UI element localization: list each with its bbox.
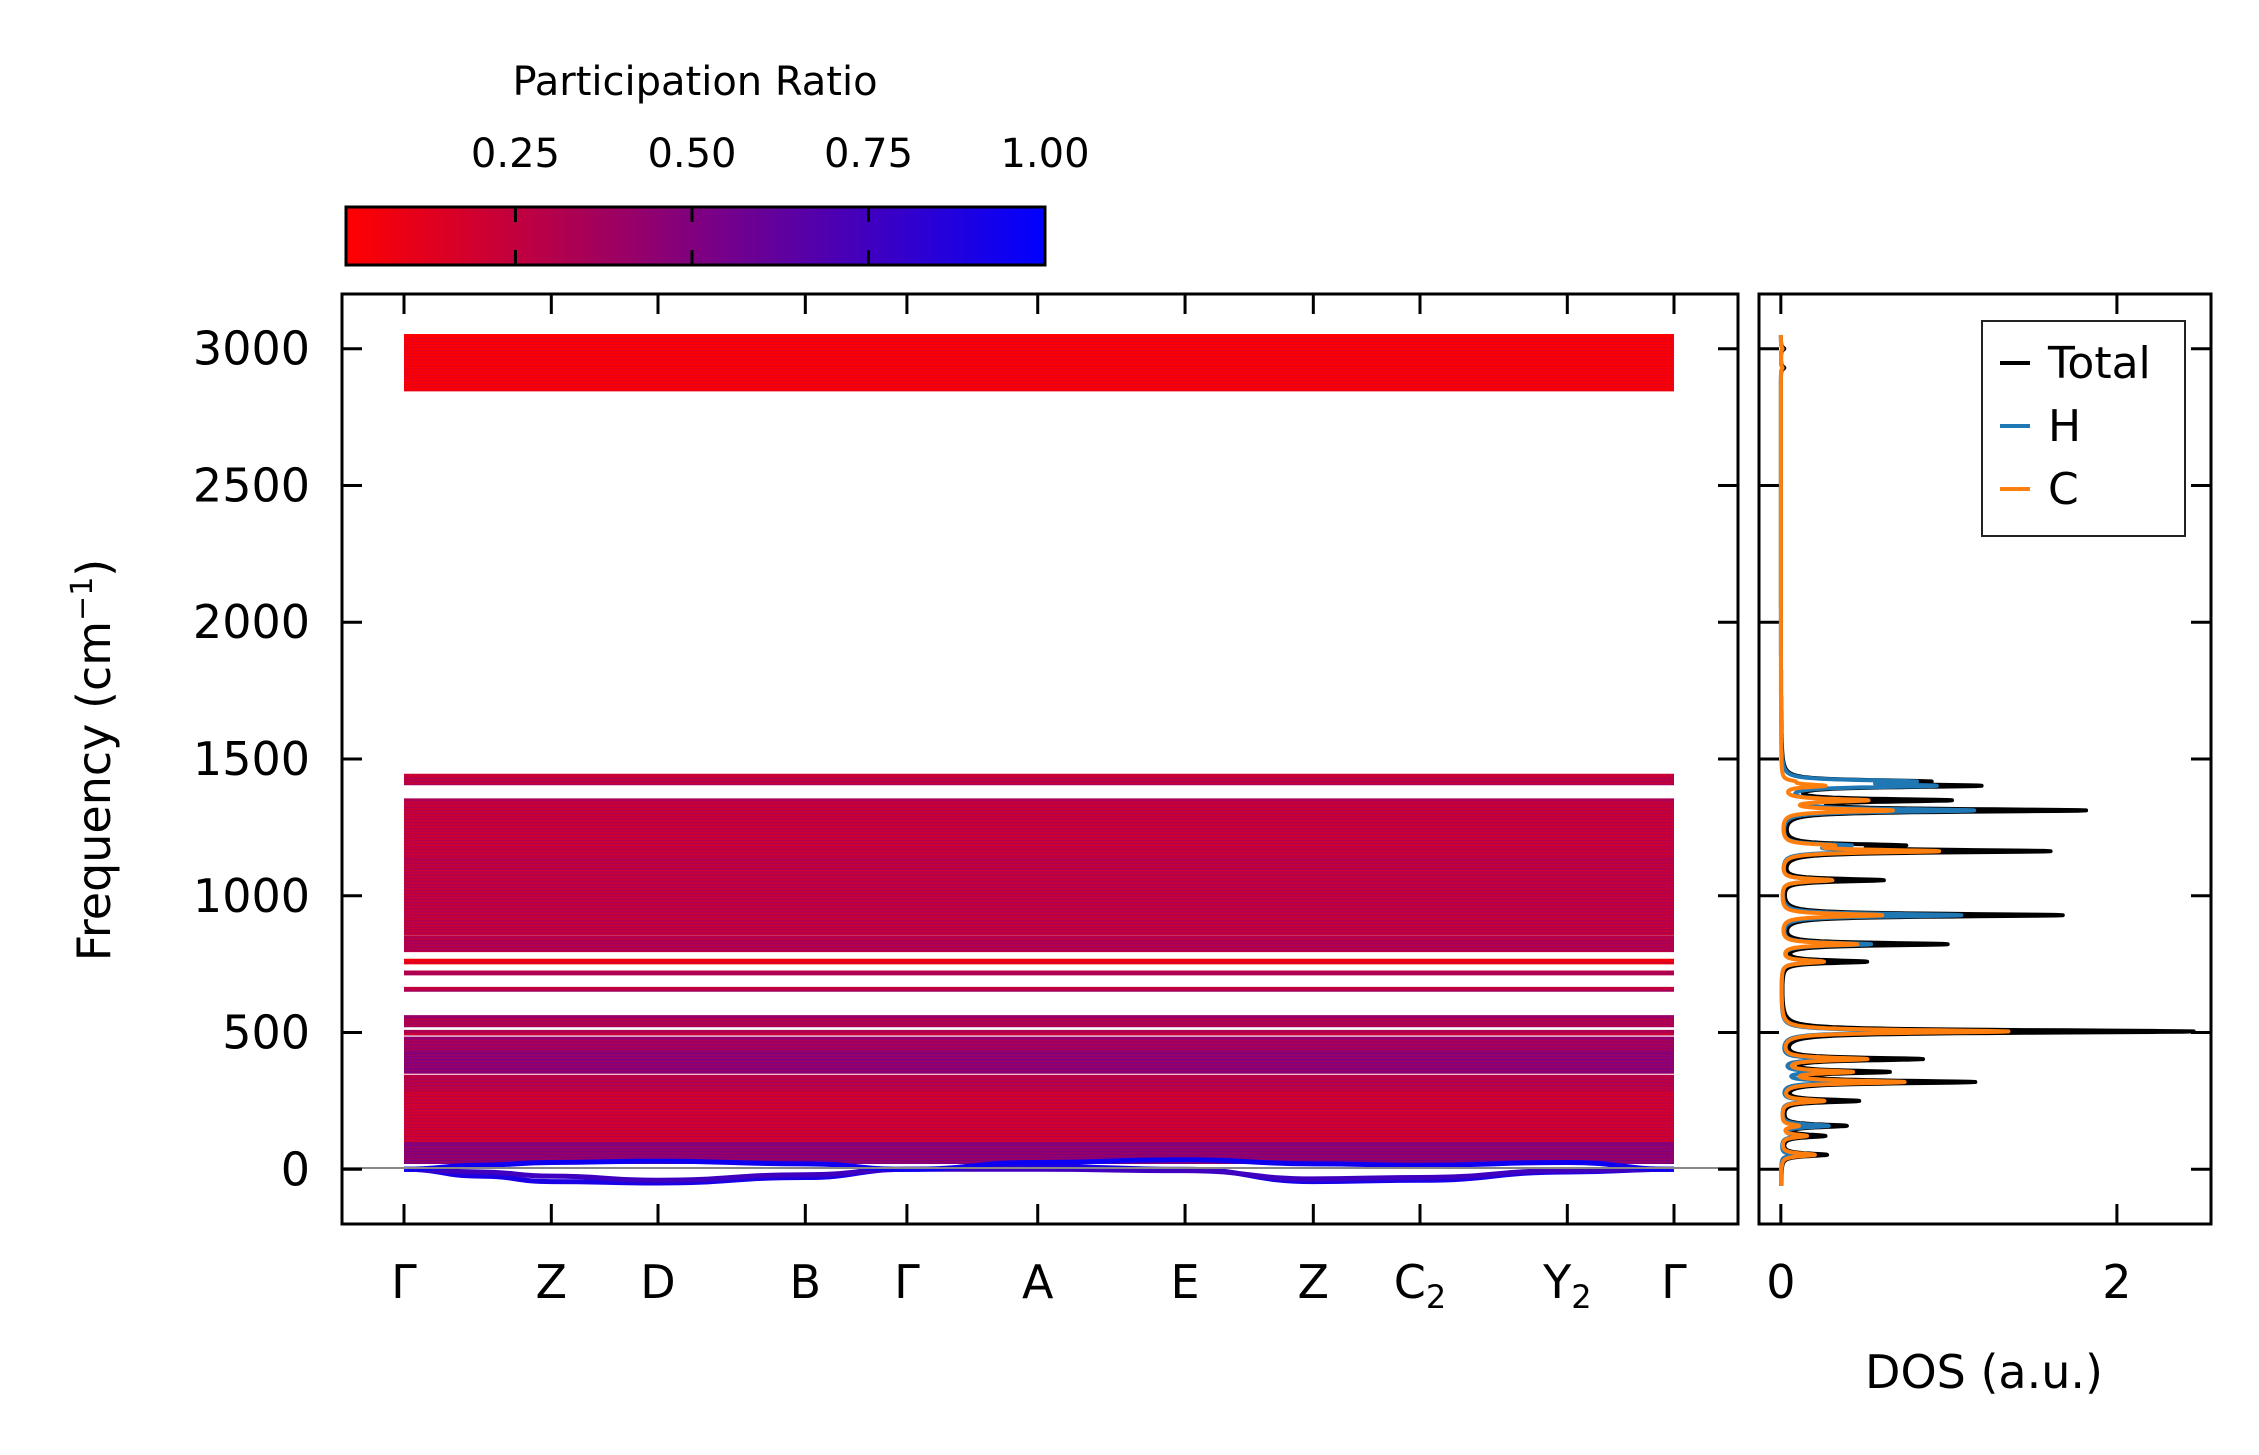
dos-panel: 0 2 DOS (a.u.) Total HC	[1757, 292, 2213, 1399]
kpoint-label: D	[640, 1255, 675, 1309]
kpoint-label: Γ	[391, 1255, 417, 1309]
y-axis-label: Frequency (cm−1)	[65, 559, 121, 962]
dos-axes-frame	[1757, 292, 2213, 1226]
kpoint-label: Z	[1298, 1255, 1330, 1309]
y-tick-label: 2000	[193, 595, 310, 649]
acoustic-band	[403, 1166, 1675, 1183]
y-tick-label: 1000	[193, 869, 310, 923]
dos-curve-c	[1778, 333, 2011, 1188]
kpoint-label: B	[790, 1255, 822, 1309]
colorbar-tick-label: 1.00	[1000, 131, 1089, 177]
kpoint-label: C2	[1394, 1255, 1446, 1316]
colorbar: Participation Ratio 0.25 0.50 0.75 1.00	[344, 59, 1090, 267]
colorbar-tick-label: 0.75	[824, 131, 913, 177]
colorbar-title: Participation Ratio	[512, 59, 877, 105]
legend-label: H	[2048, 401, 2081, 452]
colorbar-tick-label: 0.25	[471, 131, 560, 177]
dos-x-tick-label: 2	[2102, 1255, 2131, 1309]
y-tick-label: 1500	[193, 732, 310, 786]
legend: Total HC	[1981, 320, 2186, 537]
y-tick-label: 500	[222, 1006, 310, 1060]
legend-label: Total	[2047, 338, 2151, 389]
y-tick-label: 2500	[193, 458, 310, 512]
legend-box	[1981, 320, 2186, 537]
dos-x-tick-label: 0	[1766, 1255, 1795, 1309]
kpoint-label: A	[1022, 1255, 1054, 1309]
y-tick-label: 0	[281, 1142, 310, 1196]
colorbar-gradient	[344, 205, 1047, 267]
kpoint-label: Z	[536, 1255, 568, 1309]
kpoint-label: E	[1171, 1255, 1200, 1309]
kpoint-label: Γ	[894, 1255, 920, 1309]
kpoint-label: Y2	[1542, 1255, 1591, 1316]
kpoint-label: Γ	[1661, 1255, 1687, 1309]
legend-label: C	[2048, 464, 2079, 515]
dos-x-axis-label: DOS (a.u.)	[1865, 1345, 2103, 1399]
acoustic-band	[403, 1157, 1675, 1172]
colorbar-tick-label: 0.50	[647, 131, 736, 177]
y-tick-label: 3000	[193, 322, 310, 376]
